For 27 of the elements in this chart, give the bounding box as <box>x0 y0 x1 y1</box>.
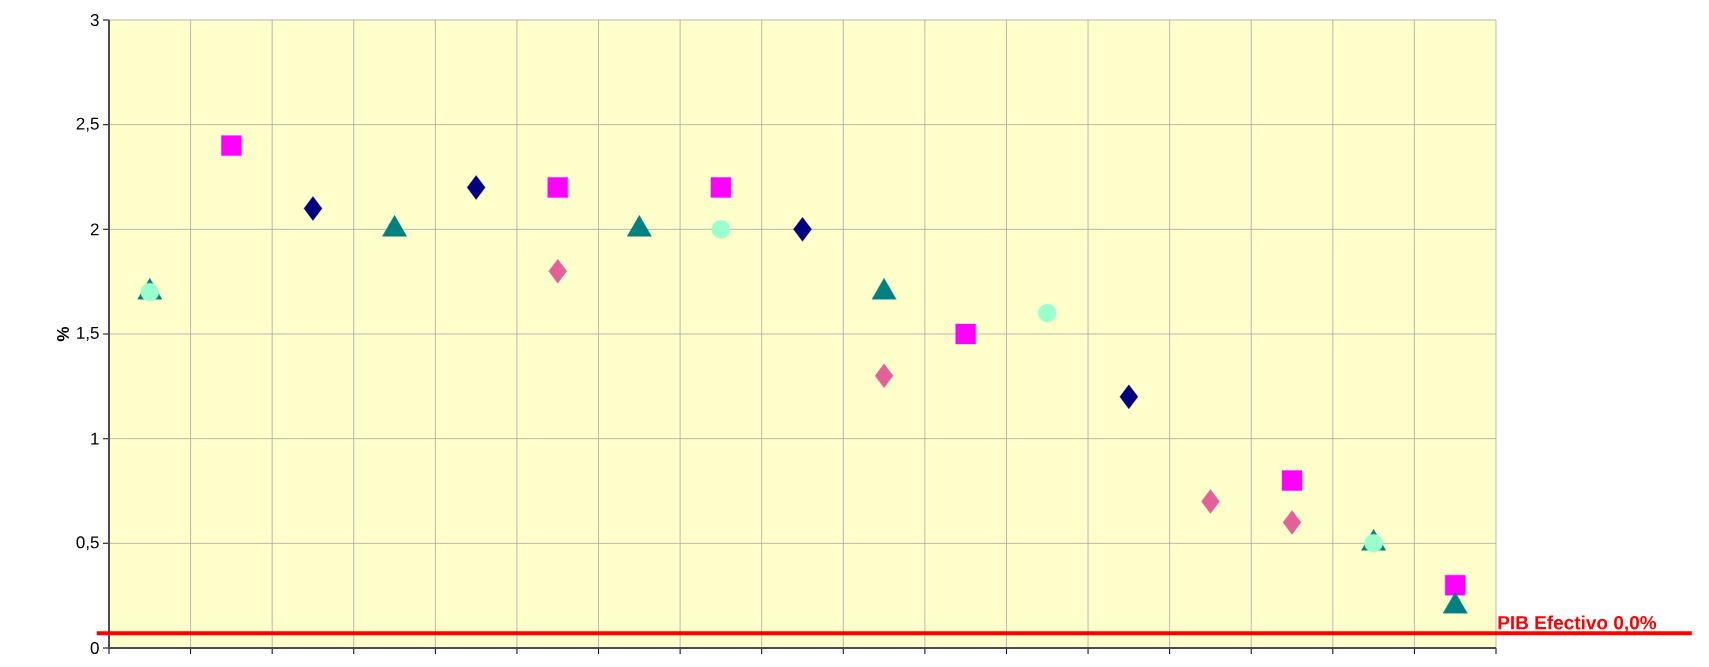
point <box>1201 489 1220 514</box>
point <box>1445 575 1466 596</box>
y-tick-label: 1 <box>91 432 99 445</box>
point <box>140 282 159 302</box>
ref-line-label: PIB Efectivo 0,0% <box>1498 615 1657 633</box>
point <box>1119 384 1139 409</box>
point <box>548 259 567 284</box>
point <box>710 177 732 198</box>
y-tick-label: 2,5 <box>76 117 99 132</box>
point <box>466 175 486 200</box>
point <box>1038 303 1057 323</box>
point <box>874 363 894 389</box>
point <box>1364 534 1383 553</box>
point <box>547 177 568 198</box>
point <box>1282 510 1302 535</box>
point <box>1281 470 1303 491</box>
point <box>221 135 242 156</box>
y-tick-label: 3 <box>90 13 99 27</box>
point <box>711 220 731 239</box>
point <box>793 217 812 242</box>
y-axis-title: % <box>57 326 69 342</box>
point <box>303 196 323 221</box>
y-tick-label: 0,5 <box>76 536 99 551</box>
point <box>955 323 976 345</box>
y-tick-label: 0 <box>90 641 99 655</box>
y-tick-label: 1,5 <box>77 327 99 341</box>
y-tick-label: 2 <box>90 223 99 236</box>
